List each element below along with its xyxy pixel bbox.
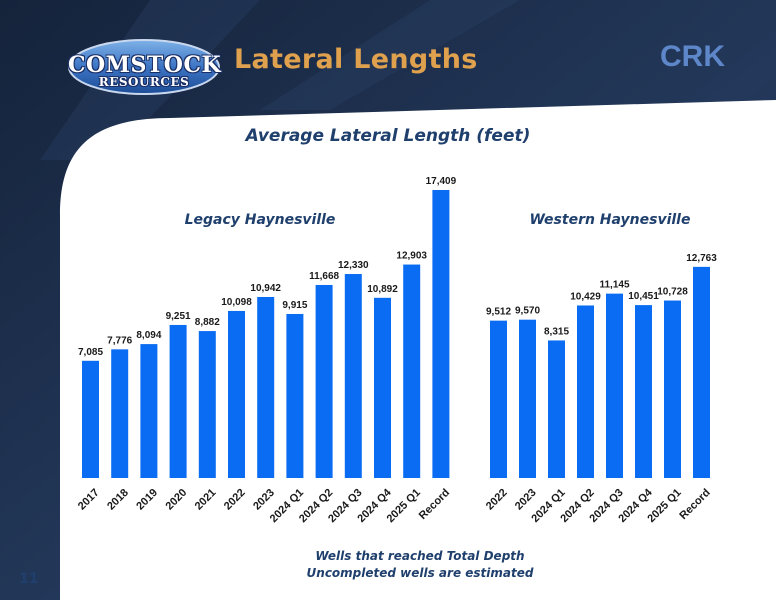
bar (286, 313, 304, 478)
chart-title: Average Lateral Length (feet) (245, 126, 531, 146)
ticker-logo: CRK (660, 40, 725, 73)
data-label: 11,145 (599, 280, 629, 291)
bar (315, 284, 333, 478)
x-tick-label: 2017 (76, 487, 102, 513)
x-tick-label: 2022 (484, 487, 510, 513)
x-tick-label: 2019 (134, 487, 160, 513)
bar (606, 293, 623, 478)
footnote-line2: Uncompleted wells are estimated (306, 566, 534, 580)
bar (374, 297, 391, 478)
group-title-legacy: Legacy Haynesville (184, 212, 336, 228)
bar (432, 190, 450, 478)
data-label: 10,892 (367, 284, 398, 295)
x-tick-label: 2018 (105, 487, 131, 513)
x-tick-label: 2023 (251, 487, 277, 513)
data-label: 10,429 (570, 291, 601, 302)
bar (664, 300, 681, 478)
data-label: 10,098 (221, 297, 252, 308)
bar (519, 319, 536, 478)
logo-wordmark: COMSTOCK (68, 52, 222, 78)
bar (140, 344, 158, 478)
data-label: 17,409 (426, 176, 457, 187)
data-label: 9,251 (166, 311, 191, 322)
footnote-line1: Wells that reached Total Depth (315, 549, 525, 563)
data-label: 10,942 (250, 283, 281, 294)
page-number: 11 (19, 571, 39, 587)
data-label: 9,512 (486, 307, 511, 318)
data-label: 8,882 (195, 317, 220, 328)
bar (635, 305, 652, 478)
bar (577, 305, 594, 478)
x-tick-label: Record (677, 487, 712, 522)
slide-title: Lateral Lengths (234, 44, 478, 75)
bar (257, 296, 275, 478)
data-label: 7,085 (78, 347, 103, 358)
bar (403, 264, 421, 478)
data-label: 9,915 (282, 300, 307, 311)
group-title-western: Western Haynesville (529, 212, 691, 228)
bar (169, 324, 187, 478)
data-label: 8,094 (136, 330, 161, 341)
data-label: 10,728 (657, 287, 688, 298)
bar (344, 274, 362, 478)
bar (490, 320, 507, 478)
x-tick-label: 2021 (193, 487, 219, 513)
bar (111, 349, 129, 478)
x-tick-label: Record (417, 487, 452, 522)
x-tick-label: 2020 (164, 487, 190, 513)
bar (198, 331, 216, 478)
logo-badge-icon (68, 39, 220, 95)
bar (228, 310, 245, 478)
logo-subtitle: RESOURCES (98, 75, 190, 89)
data-label: 8,315 (544, 326, 569, 337)
bar (82, 360, 99, 478)
data-label: 9,570 (515, 306, 540, 317)
data-label: 12,763 (686, 253, 717, 264)
bar (548, 340, 565, 478)
data-label: 11,668 (309, 271, 339, 282)
data-label: 7,776 (107, 335, 132, 346)
x-tick-label: 2022 (222, 487, 248, 513)
bar (693, 266, 710, 478)
data-label: 12,903 (396, 251, 427, 262)
company-logo: COMSTOCK RESOURCES (68, 38, 222, 96)
data-label: 10,451 (628, 291, 659, 302)
x-tick-label: 2023 (513, 487, 539, 513)
data-label: 12,330 (338, 260, 369, 271)
